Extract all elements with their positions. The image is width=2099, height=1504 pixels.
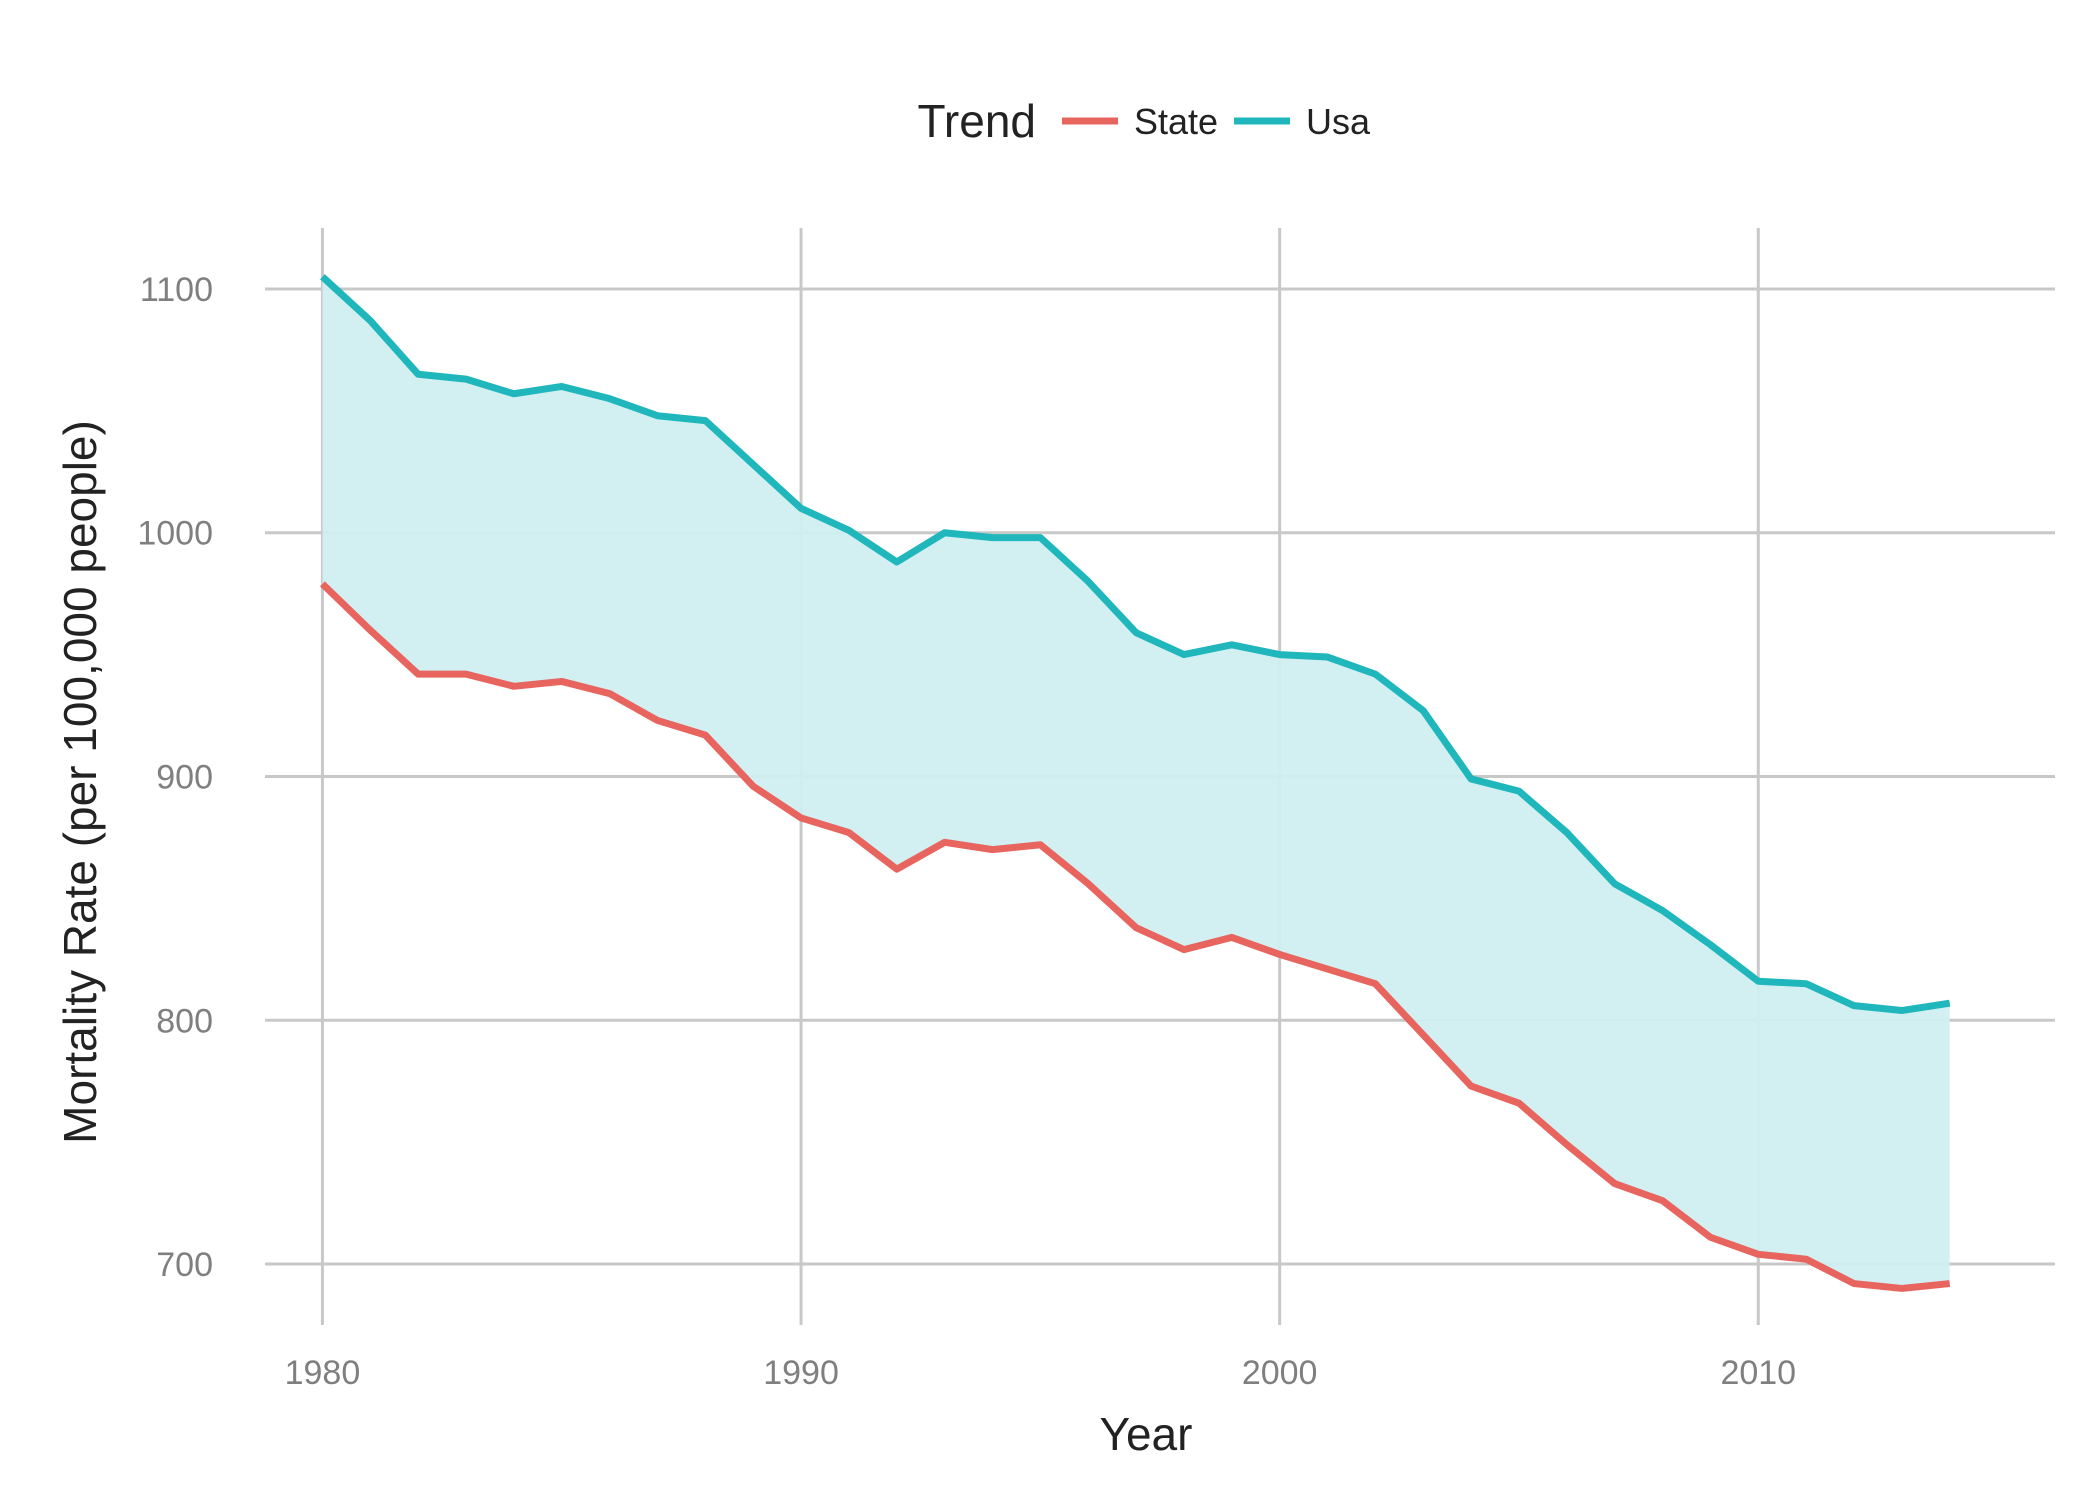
x-tick-label-2010: 2010 <box>1720 1354 1796 1392</box>
y-axis-title: Mortality Rate (per 100,000 people) <box>54 420 106 1144</box>
legend-label-usa: Usa <box>1306 101 1371 142</box>
ribbon-layer <box>322 276 1950 1289</box>
x-tick-label-1990: 1990 <box>763 1354 839 1392</box>
y-tick-label-1100: 1100 <box>140 271 213 309</box>
series-line-state <box>319 581 1951 1292</box>
legend-label-state: State <box>1134 101 1218 142</box>
y-tick-label-1000: 1000 <box>137 515 213 553</box>
y-tick-label-800: 800 <box>156 1002 213 1040</box>
x-tick-label-2000: 2000 <box>1242 1354 1318 1392</box>
x-tick-label-1980: 1980 <box>285 1354 361 1392</box>
x-axis-title: Year <box>1100 1408 1193 1460</box>
legend: Trend State Usa <box>918 95 1371 147</box>
y-tick-label-700: 700 <box>156 1246 213 1284</box>
line-layer <box>319 274 1951 1292</box>
axis-layer: Year Mortality Rate (per 100,000 people)… <box>54 271 1796 1460</box>
ribbon-area <box>322 276 1950 1289</box>
y-tick-label-900: 900 <box>156 759 213 797</box>
legend-title: Trend <box>918 95 1036 147</box>
series-line-usa <box>320 274 1951 1015</box>
